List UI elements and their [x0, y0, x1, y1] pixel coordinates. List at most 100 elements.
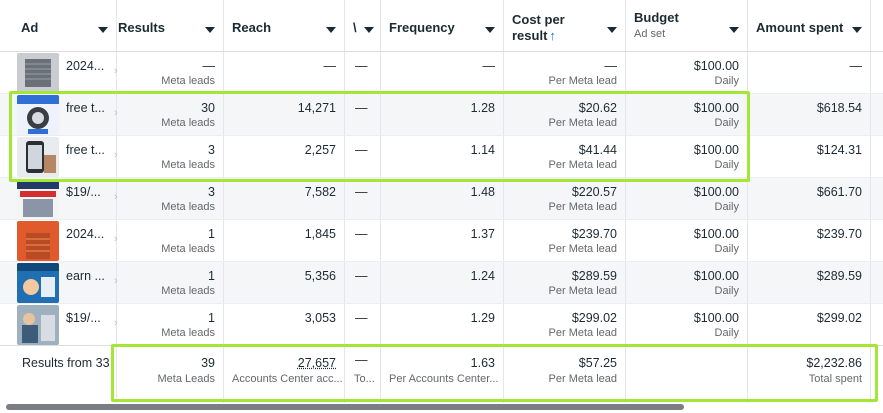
ad-name[interactable]: free t...	[66, 101, 105, 115]
row-divider-tick: ›	[114, 65, 118, 77]
ad-thumbnail[interactable]	[17, 137, 59, 177]
results-cell: › 1 Meta leads	[114, 304, 224, 345]
amount-value: —	[849, 59, 863, 73]
ad-cell[interactable]: 2024...	[0, 52, 117, 93]
row-divider-tick: ›	[114, 191, 118, 203]
col-header-budget[interactable]: Budget Ad set	[626, 0, 748, 51]
ad-thumbnail[interactable]	[17, 221, 59, 261]
budget-cell: $100.00 Daily	[626, 220, 748, 261]
ad-cell[interactable]: $19/...	[0, 178, 117, 219]
amount-cell: —	[748, 52, 871, 93]
col-header-frequency-label: Frequency	[389, 20, 455, 35]
col-header-narrow[interactable]: \	[345, 0, 381, 51]
chevron-down-icon[interactable]	[326, 27, 336, 33]
sort-ascending-icon[interactable]: ↑	[549, 28, 556, 43]
ad-name[interactable]: 2024...	[66, 227, 105, 241]
row-divider-tick: ›	[114, 149, 118, 161]
cost-sub: Per Meta lead	[548, 75, 617, 87]
footer-amount: $2,232.86 Total spent	[748, 346, 871, 403]
ad-cell[interactable]: free t...	[0, 94, 117, 135]
chevron-down-icon[interactable]	[485, 27, 495, 33]
frequency-value: 1.29	[470, 311, 495, 325]
ad-thumbnail[interactable]	[17, 305, 59, 345]
amount-cell: $239.70	[748, 220, 871, 261]
table-row[interactable]: earn ... › 1 Meta leads 5,356 — 1.24 $289.59 Pe…	[0, 262, 883, 304]
ad-thumbnail[interactable]	[17, 95, 59, 135]
amount-value: $299.02	[816, 311, 862, 325]
chevron-down-icon[interactable]	[364, 27, 374, 33]
results-value: 1	[208, 269, 215, 283]
col-header-frequency[interactable]: Frequency	[381, 0, 504, 51]
cost-sub: Per Meta lead	[548, 201, 617, 213]
footer-frequency-sub: Per Accounts Center...	[389, 373, 499, 385]
results-sub: Meta leads	[161, 201, 215, 213]
table-row[interactable]: $19/... › 1 Meta leads 3,053 — 1.29 $299.02 Per…	[0, 304, 883, 346]
col-header-ad-label: Ad	[21, 20, 39, 35]
ad-name[interactable]: $19/...	[66, 185, 101, 199]
results-sub: Meta leads	[161, 117, 215, 129]
footer-reach-value[interactable]: 27,657	[297, 356, 336, 370]
col-header-reach[interactable]: Reach	[224, 0, 345, 51]
budget-sub: Daily	[714, 243, 739, 255]
frequency-value: 1.48	[470, 185, 495, 199]
col-header-ad[interactable]: Ad	[0, 0, 117, 51]
chevron-down-icon[interactable]	[205, 27, 215, 33]
col-header-amount-spent[interactable]: Amount spent	[748, 0, 871, 51]
ad-cell[interactable]: $19/...	[0, 304, 117, 345]
narrow-value: —	[355, 185, 368, 199]
budget-cell: $100.00 Daily	[626, 178, 748, 219]
results-sub: Meta leads	[161, 243, 215, 255]
ad-name[interactable]: $19/...	[66, 311, 101, 325]
ad-name[interactable]: free t...	[66, 143, 105, 157]
cost-value: $289.59	[571, 269, 617, 283]
col-header-budget-label: Budget	[634, 10, 679, 25]
footer-results-sub: Meta Leads	[157, 373, 215, 385]
col-header-results[interactable]: Results	[117, 0, 224, 51]
ad-name[interactable]: earn ...	[66, 269, 105, 283]
col-header-narrow-label: \	[353, 20, 357, 35]
col-header-cost-per-result[interactable]: Cost per result ↑	[504, 0, 626, 51]
budget-sub: Daily	[714, 159, 739, 171]
chevron-down-icon[interactable]	[852, 27, 862, 33]
table-row[interactable]: free t... › 3 Meta leads 2,257 — 1.14 $41.44 Pe…	[0, 136, 883, 178]
cost-cell: $299.02 Per Meta lead	[504, 304, 626, 345]
ad-thumbnail[interactable]	[17, 179, 59, 219]
ad-thumbnail[interactable]	[17, 263, 59, 303]
chevron-down-icon[interactable]	[98, 27, 108, 33]
frequency-cell: 1.48	[381, 178, 504, 219]
ad-cell[interactable]: earn ...	[0, 262, 117, 303]
ad-name[interactable]: 2024...	[66, 59, 105, 73]
ad-thumbnail[interactable]	[17, 53, 59, 93]
budget-value: $100.00	[693, 269, 739, 283]
frequency-cell: 1.29	[381, 304, 504, 345]
horizontal-scrollbar[interactable]	[6, 404, 684, 410]
results-cell: › 1 Meta leads	[114, 220, 224, 261]
reach-cell: 14,271	[224, 94, 345, 135]
col-header-reach-label: Reach	[232, 20, 272, 35]
budget-sub: Daily	[714, 327, 739, 339]
chevron-down-icon[interactable]	[607, 27, 617, 33]
results-value: 3	[208, 185, 215, 199]
results-value: 30	[201, 101, 215, 115]
table-row[interactable]: free t... › 30 Meta leads 14,271 — 1.28 $20.62…	[0, 94, 883, 136]
table-row[interactable]: $19/... › 3 Meta leads 7,582 — 1.48 $220.57 Per…	[0, 178, 883, 220]
footer-cost-sub: Per Meta lead	[548, 373, 617, 385]
table-row[interactable]: 2024... › 1 Meta leads 1,845 — 1.37 $239.70 Per…	[0, 220, 883, 262]
ad-cell[interactable]: free t...	[0, 136, 117, 177]
reach-value: 5,356	[304, 269, 336, 283]
table-header: Ad Results Reach \ Frequency Cost per re…	[0, 0, 883, 52]
reach-cell: 1,845	[224, 220, 345, 261]
narrow-cell: —	[345, 262, 381, 303]
cost-sub: Per Meta lead	[548, 117, 617, 129]
table-row[interactable]: 2024... › — Meta leads — — — — Per Meta lead $10…	[0, 52, 883, 94]
budget-cell: $100.00 Daily	[626, 304, 748, 345]
footer-results: 39 Meta Leads	[117, 346, 224, 403]
ad-cell[interactable]: 2024...	[0, 220, 117, 261]
cost-cell: $289.59 Per Meta lead	[504, 262, 626, 303]
chevron-down-icon[interactable]	[729, 27, 739, 33]
budget-sub: Daily	[714, 285, 739, 297]
row-divider-tick: ›	[114, 275, 118, 287]
frequency-cell: 1.24	[381, 262, 504, 303]
budget-cell: $100.00 Daily	[626, 262, 748, 303]
budget-value: $100.00	[693, 101, 739, 115]
